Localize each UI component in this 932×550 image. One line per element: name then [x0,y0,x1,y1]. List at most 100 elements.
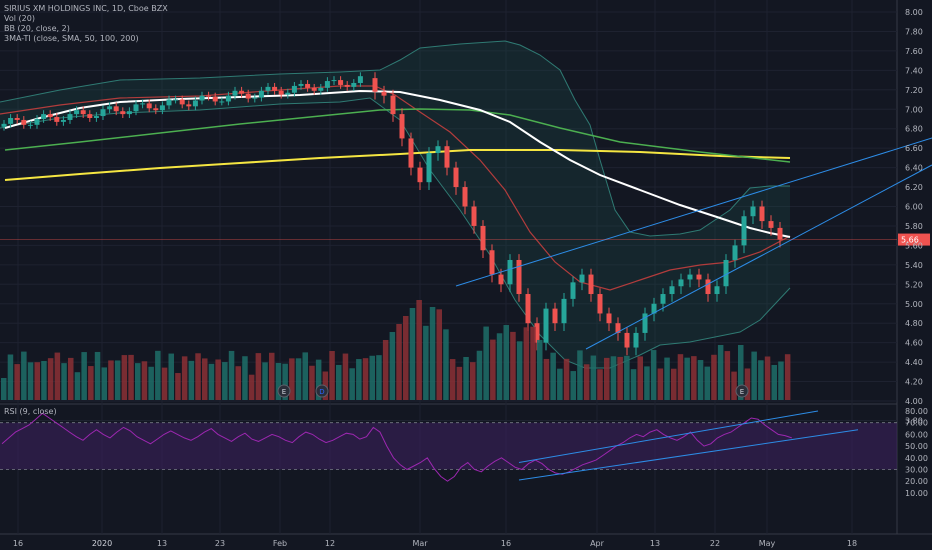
event-marker [735,384,749,398]
candle-body [426,153,432,183]
volume-bar [604,357,610,400]
bollinger-upper [0,40,790,237]
volume-bar [557,368,563,400]
price-axis-tick: 7.80 [905,27,923,36]
candle-body [34,118,40,125]
volume-bar [181,356,188,400]
volume-bar [650,350,657,400]
time-axis-tick: Apr [590,539,605,548]
volume-bar [570,371,576,400]
volume-bar [624,355,630,400]
volume-bar [476,350,483,400]
price-axis-tick: 7.40 [905,66,923,75]
candle-body [252,97,258,99]
volume-bar [590,355,597,400]
volume-bar [282,363,288,400]
volume-bar [382,340,389,400]
volume-bar [429,306,436,400]
volume-bar [496,333,503,400]
candle-body [166,99,172,106]
volume-bar [61,363,67,400]
price-axis-tick: 8.00 [905,8,923,17]
price-axis-tick: 4.40 [905,358,923,367]
candle-body [245,93,251,99]
trendline-lower [585,164,932,350]
candle-body [417,167,423,183]
candle-body [372,78,378,92]
candle-body [381,91,387,96]
volume-bar [503,325,509,400]
ma200-line [4,149,791,181]
volume-bar [121,355,128,400]
volume-bar [168,353,174,400]
time-axis-tick: 2020 [92,539,112,548]
volume-bar [550,352,556,400]
candle-body [444,146,450,168]
volume-bar [691,356,697,400]
time-axis-tick: May [759,539,776,548]
time-axis-tick: 16 [13,539,23,548]
price-axis-tick: 5.80 [905,222,923,231]
volume-bar [711,354,717,400]
candle-body [219,101,225,103]
time-axis-tick: 16 [501,539,511,548]
volume-bar [356,359,362,400]
price-axis-tick: 4.80 [905,319,923,328]
candle-body [498,274,504,285]
volume-bar [248,374,255,400]
last-price-label: 5.66 [901,236,919,245]
candle-body [87,114,93,119]
volume-bar [537,339,543,400]
volume-bar [275,362,282,400]
rsi-axis-tick: 60.00 [905,430,928,439]
candle-body [192,100,198,107]
volume-bar [610,356,617,400]
volume-bar [74,372,81,400]
candle-body [159,105,165,111]
volume-bar [208,363,215,400]
candle-body [206,95,212,97]
volume-bar [416,300,422,400]
ma100-line [4,108,791,163]
volume-bar [255,353,262,400]
volume-bar [94,351,101,400]
volume-bar [423,325,429,400]
volume-bar [583,364,590,400]
rsi-axis-tick: 20.00 [905,477,928,486]
rsi-trendline-lower [518,429,859,481]
candle-body [408,138,414,168]
candle-body [543,308,549,343]
candle-body [615,323,621,333]
candle-body [331,80,337,82]
candle-body [278,90,284,95]
candle-body [285,92,291,95]
volume-bar [175,373,181,400]
candle-body [705,279,711,295]
rsi-axis-tick: 30.00 [905,466,928,475]
candle-body [47,114,53,118]
price-axis-tick: 7.00 [905,105,923,114]
candle-body [80,110,86,115]
volume-bar [269,352,275,400]
volume-bar [490,339,496,400]
volume-bar [597,369,603,400]
volume-bar [617,356,623,400]
volume-bar [336,364,342,400]
candle-body [93,116,99,119]
volume-bar [315,359,322,400]
candle-body [298,83,304,86]
volume-bar [54,352,61,400]
volume-bar [543,358,550,400]
volume-bar [195,353,201,400]
volume-bar [342,353,349,400]
rsi-axis-tick: 40.00 [905,454,928,463]
volume-bar [148,366,154,400]
volume-bar [235,366,241,400]
price-axis-tick: 4.20 [905,378,923,387]
volume-bar [577,350,583,400]
volume-bar [362,358,369,400]
legend-volume: Vol (20) [4,14,35,23]
price-axis-tick: 6.20 [905,183,923,192]
candle-body [100,109,106,117]
